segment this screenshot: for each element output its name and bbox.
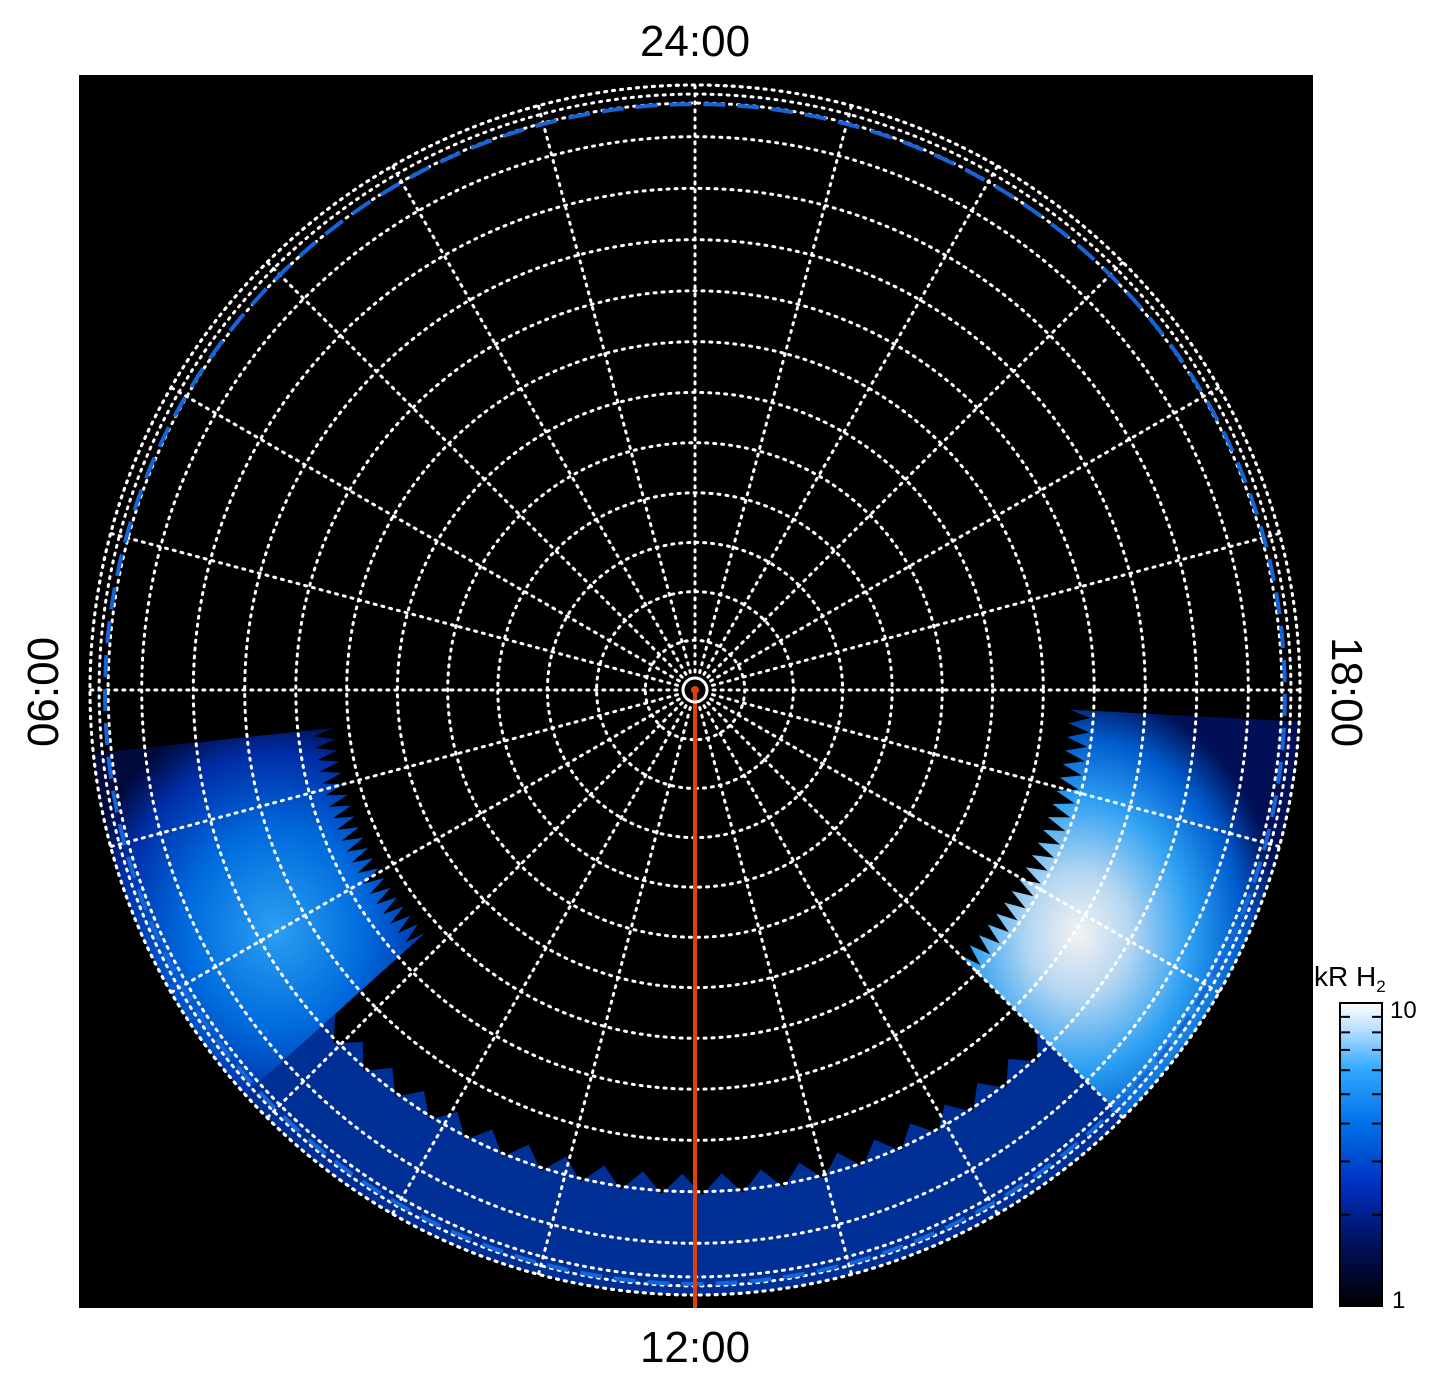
- pole-marker: [681, 676, 709, 704]
- colorbar-min-label: 1: [1392, 1287, 1405, 1314]
- meridian-15: [265, 701, 684, 1120]
- emission-region-2: [93, 727, 426, 1095]
- colorbar-gradient: [1339, 1002, 1383, 1307]
- pole-marker-center: [691, 686, 699, 694]
- meridian-13: [536, 706, 692, 1276]
- meridian-4: [709, 386, 1221, 683]
- emission-region-3: [245, 1013, 1123, 1295]
- latitude-ring-5: [446, 441, 944, 939]
- meridian-11: [698, 706, 854, 1276]
- meridian-19: [109, 531, 679, 687]
- meridian-23: [536, 104, 692, 674]
- colorbar-max-label: 10: [1390, 997, 1417, 1024]
- meridian-8: [709, 697, 1221, 994]
- meridian-7: [711, 693, 1281, 849]
- meridian-22: [391, 164, 688, 676]
- colorbar-title-subscript: 2: [1376, 977, 1385, 996]
- meridian-14: [391, 704, 688, 1216]
- auroral-emission: [93, 709, 1300, 1295]
- meridian-9: [706, 701, 1125, 1120]
- meridian-2: [702, 164, 999, 676]
- meridian-16: [169, 697, 681, 994]
- meridian-3: [706, 260, 1125, 679]
- colorbar-title: kR H2: [1314, 961, 1386, 996]
- meridian-5: [711, 531, 1281, 687]
- local-time-label-bottom: 12:00: [640, 1323, 750, 1372]
- colorbar-ticks: [1340, 1002, 1382, 1307]
- meridian-21: [265, 260, 684, 679]
- meridian-20: [169, 386, 681, 683]
- meridian-1: [698, 104, 854, 674]
- local-time-label-right: 18:00: [1322, 637, 1371, 747]
- colorbar: kR H2 10 1: [1314, 961, 1417, 1314]
- meridian-10: [702, 704, 999, 1216]
- meridian-17: [109, 693, 679, 849]
- local-time-label-top: 24:00: [640, 17, 750, 66]
- latitude-ring-10: [191, 186, 1199, 1194]
- emission-region-1: [960, 709, 1300, 1118]
- local-time-label-left: 06:00: [19, 637, 68, 747]
